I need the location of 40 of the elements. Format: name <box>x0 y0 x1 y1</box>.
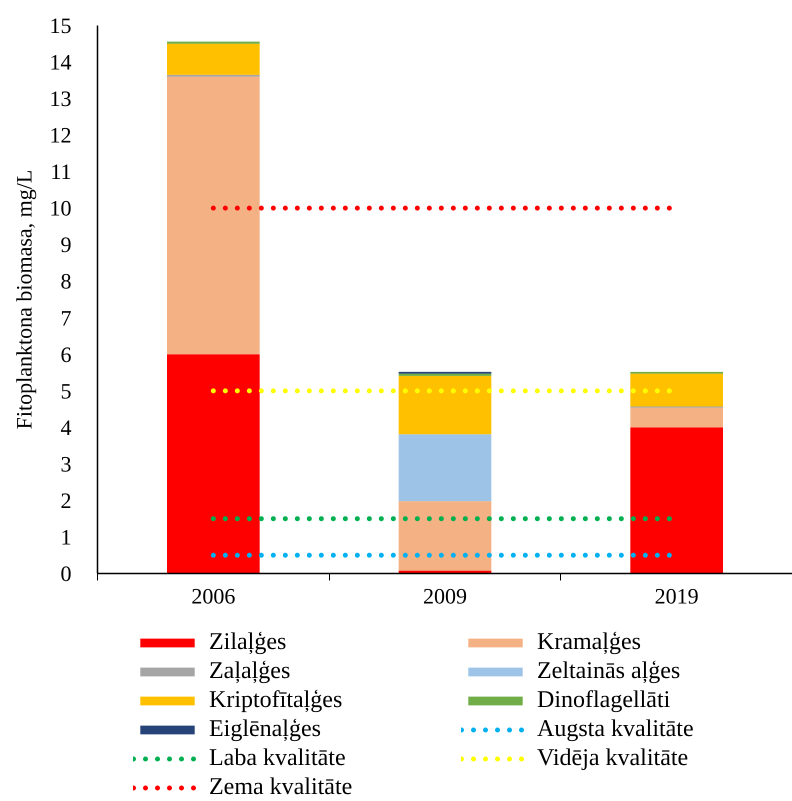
y-tick-label: 9 <box>60 232 72 258</box>
y-tick-label: 5 <box>60 378 72 404</box>
bar <box>630 374 723 407</box>
y-axis-title: Fitoplanktona biomasa, mg/L <box>12 170 36 430</box>
bar <box>167 354 260 574</box>
legend-label: Dinoflagellāti <box>537 686 670 714</box>
bar <box>398 501 492 571</box>
bar <box>630 427 723 574</box>
y-tick-label: 8 <box>60 268 72 294</box>
y-tick-label: 7 <box>60 305 72 330</box>
bar <box>167 76 260 354</box>
y-tick-label: 13 <box>50 86 72 112</box>
y-tick-label: 12 <box>50 122 72 148</box>
legend-label: Kriptofītaļģes <box>209 686 342 714</box>
legend-label: Laba kvalitāte <box>209 744 346 772</box>
y-tick-label: 6 <box>60 342 72 367</box>
bar <box>630 408 723 428</box>
legend-label: Zilaļģes <box>209 628 286 656</box>
legend-label: Eiglēnaļģes <box>209 715 321 743</box>
legend-label: Zeltainās aļģes <box>537 657 680 685</box>
x-tick-label: 2019 <box>654 584 699 608</box>
x-tick-label: 2006 <box>191 584 236 608</box>
y-tick-label: 0 <box>60 561 72 586</box>
legend-label: Augsta kvalitāte <box>537 715 694 743</box>
bar <box>398 376 492 434</box>
y-tick-label: 1 <box>60 524 72 550</box>
y-tick-label: 3 <box>60 451 72 476</box>
x-tick-label: 2009 <box>423 584 467 608</box>
y-tick-label: 2 <box>60 488 72 513</box>
legend-label: Zaļaļģes <box>209 657 290 685</box>
y-tick-label: 4 <box>60 414 72 440</box>
legend-label: Kramaļģes <box>537 628 641 656</box>
y-tick-label: 14 <box>50 50 72 75</box>
legend-label: Zema kvalitāte <box>209 773 352 801</box>
y-tick-label: 15 <box>50 13 72 38</box>
y-tick-label: 10 <box>50 196 72 221</box>
y-tick-label: 11 <box>50 159 72 184</box>
bar <box>398 434 492 502</box>
bar <box>167 44 260 75</box>
legend-label: Vidēja kvalitāte <box>537 744 688 772</box>
